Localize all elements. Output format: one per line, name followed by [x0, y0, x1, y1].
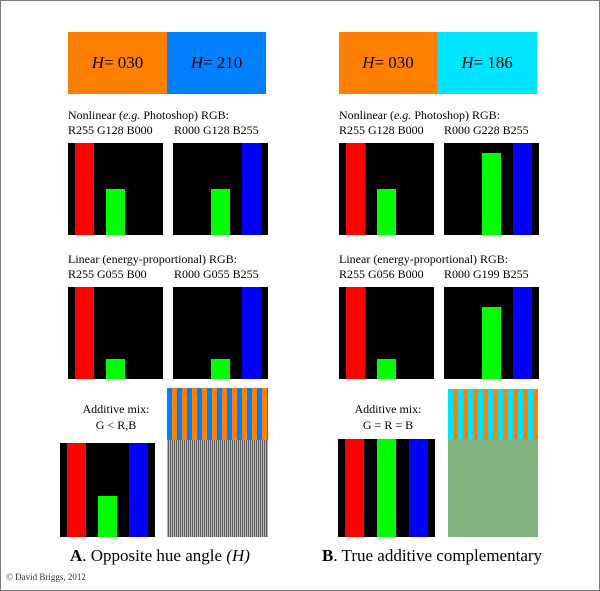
- swatch-b-hue-186: H = 186: [437, 32, 537, 94]
- channel-bar-g: [482, 153, 501, 235]
- label-eg: e.g.: [122, 108, 141, 122]
- a-nonlinear-right-bars: [173, 143, 268, 235]
- b-nonlinear-right-bars: [444, 143, 539, 235]
- channel-bar-g: [211, 359, 230, 379]
- channel-bar-b: [129, 443, 148, 537]
- a-nonlinear-left-bars: [68, 143, 163, 235]
- b-nonlinear-label: Nonlinear (e.g. Photoshop) RGB:: [339, 108, 500, 123]
- h-symbol: H: [91, 53, 104, 72]
- a-linear-right-rgb: R000 G055 B255: [174, 267, 259, 281]
- b-stripes-swatch: [448, 389, 538, 440]
- b-mix-bars: [338, 439, 435, 537]
- b-mixed-green-swatch: [448, 440, 538, 537]
- caption-letter: B: [322, 546, 334, 565]
- a-mix-label-1: Additive mix:: [82, 402, 150, 416]
- channel-bar-g: [106, 189, 125, 235]
- a-linear-right-bars: [173, 287, 268, 379]
- channel-bar-b: [242, 143, 261, 235]
- channel-bar-r: [75, 287, 94, 379]
- channel-bar-g: [482, 307, 501, 379]
- channel-bar-g: [211, 189, 230, 235]
- b-nonlinear-left-bars: [339, 143, 434, 235]
- label-part: Nonlinear (: [68, 108, 123, 122]
- channel-bar-b: [513, 287, 532, 379]
- channel-bar-g: [377, 189, 396, 235]
- hue-value: = 186: [473, 53, 513, 72]
- caption-text: . True additive complementary: [333, 546, 543, 565]
- channel-bar-r: [67, 443, 86, 537]
- b-linear-label: Linear (energy-proportional) RGB:: [339, 252, 509, 266]
- copyright: © David Briggs, 2012: [6, 572, 86, 582]
- b-linear-right-rgb: R000 G199 B255: [444, 267, 529, 281]
- a-nonlinear-label: Nonlinear (e.g. Photoshop) RGB:: [68, 108, 229, 123]
- label-part: Photoshop) RGB:: [411, 108, 500, 122]
- hue-value: = 030: [374, 53, 414, 72]
- h-symbol: H: [190, 53, 203, 72]
- b-linear-left-bars: [339, 287, 434, 379]
- swatch-b-hue-030: H = 030: [339, 32, 437, 94]
- b-nonlinear-left-rgb: R255 G128 B000: [339, 123, 424, 137]
- label-eg: e.g.: [393, 108, 412, 122]
- a-linear-left-bars: [68, 287, 163, 379]
- channel-bar-b: [409, 439, 428, 537]
- a-mix-bars: [60, 443, 155, 537]
- caption-letter: A: [70, 546, 83, 565]
- channel-bar-r: [346, 287, 365, 379]
- a-linear-left-rgb: R255 G055 B00: [68, 267, 147, 281]
- a-nonlinear-left-rgb: R255 G128 B000: [68, 123, 153, 137]
- channel-bar-g: [377, 439, 396, 537]
- a-stripes-swatch: [167, 388, 268, 440]
- channel-bar-r: [346, 143, 365, 235]
- channel-bar-g: [106, 359, 125, 379]
- caption-a: A. Opposite hue angle (H): [70, 546, 250, 566]
- a-mixed-grey-swatch: [167, 440, 268, 537]
- channel-bar-b: [242, 287, 261, 379]
- hue-value: = 210: [202, 53, 243, 72]
- caption-h: (H): [226, 546, 250, 565]
- b-linear-left-rgb: R255 G056 B000: [339, 267, 424, 281]
- channel-bar-b: [513, 143, 532, 235]
- swatch-a-hue-210: H = 210: [167, 32, 266, 94]
- a-nonlinear-right-rgb: R000 G128 B255: [174, 123, 259, 137]
- swatch-a-hue-030: H = 030: [68, 32, 167, 94]
- channel-bar-g: [98, 496, 117, 537]
- caption-text: . Opposite hue angle: [82, 546, 227, 565]
- hue-value: = 030: [103, 53, 144, 72]
- h-symbol: H: [461, 53, 474, 72]
- label-part: Nonlinear (: [339, 108, 394, 122]
- channel-bar-r: [75, 143, 94, 235]
- h-symbol: H: [362, 53, 375, 72]
- b-mix-label-1: Additive mix:: [354, 402, 422, 416]
- channel-bar-g: [377, 359, 396, 379]
- b-linear-right-bars: [444, 287, 539, 379]
- b-mix-label-2: G = R = B: [362, 418, 414, 432]
- label-part: Photoshop) RGB:: [140, 108, 229, 122]
- channel-bar-r: [345, 439, 364, 537]
- a-mix-label-2: G < R,B: [95, 418, 137, 432]
- caption-b: B. True additive complementary: [322, 546, 542, 566]
- b-nonlinear-right-rgb: R000 G228 B255: [444, 123, 529, 137]
- a-linear-label: Linear (energy-proportional) RGB:: [68, 252, 238, 266]
